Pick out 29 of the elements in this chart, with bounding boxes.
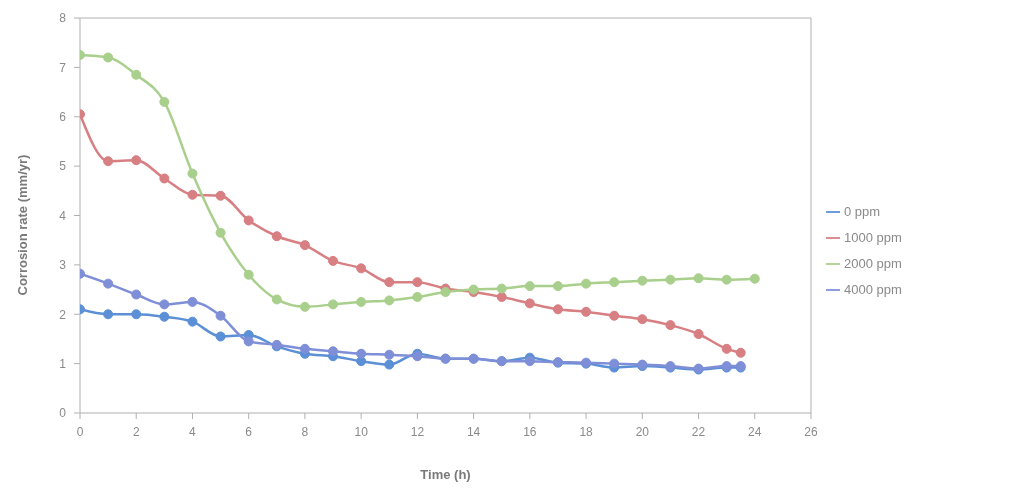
y-tick-label: 2 bbox=[59, 307, 67, 322]
x-tick-label: 10 bbox=[354, 424, 369, 439]
y-tick-label: 1 bbox=[59, 356, 67, 371]
y-tick-label: 5 bbox=[59, 159, 67, 174]
x-tick-label: 18 bbox=[579, 424, 594, 439]
y-tick-label: 6 bbox=[59, 110, 67, 125]
y-tick-label: 7 bbox=[59, 60, 67, 75]
y-tick-label: 3 bbox=[59, 258, 67, 273]
x-tick-label: 8 bbox=[301, 424, 309, 439]
y-tick-label: 4 bbox=[59, 208, 67, 223]
y-axis-title: Corrosion rate (mm/yr) bbox=[14, 154, 30, 296]
x-tick-label: 12 bbox=[410, 424, 425, 439]
x-tick-label: 20 bbox=[635, 424, 650, 439]
x-tick-label: 2 bbox=[132, 424, 140, 439]
legend-label: 1000 ppm bbox=[844, 229, 902, 245]
x-tick-label: 4 bbox=[189, 424, 197, 439]
x-tick-label: 26 bbox=[804, 424, 818, 439]
legend-label: 4000 ppm bbox=[844, 281, 902, 297]
y-tick-label: 0 bbox=[59, 406, 67, 421]
legend-label: 0 ppm bbox=[844, 203, 881, 219]
y-tick-label: 8 bbox=[59, 11, 67, 26]
x-tick-label: 24 bbox=[748, 424, 762, 439]
x-tick-label: 0 bbox=[76, 424, 84, 439]
x-tick-label: 14 bbox=[466, 424, 481, 439]
legend-label: 2000 ppm bbox=[844, 255, 902, 271]
x-axis-title: Time (h) bbox=[420, 467, 471, 482]
x-tick-label: 6 bbox=[245, 424, 253, 439]
x-tick-label: 16 bbox=[523, 424, 537, 439]
x-tick-label: 22 bbox=[691, 424, 706, 439]
